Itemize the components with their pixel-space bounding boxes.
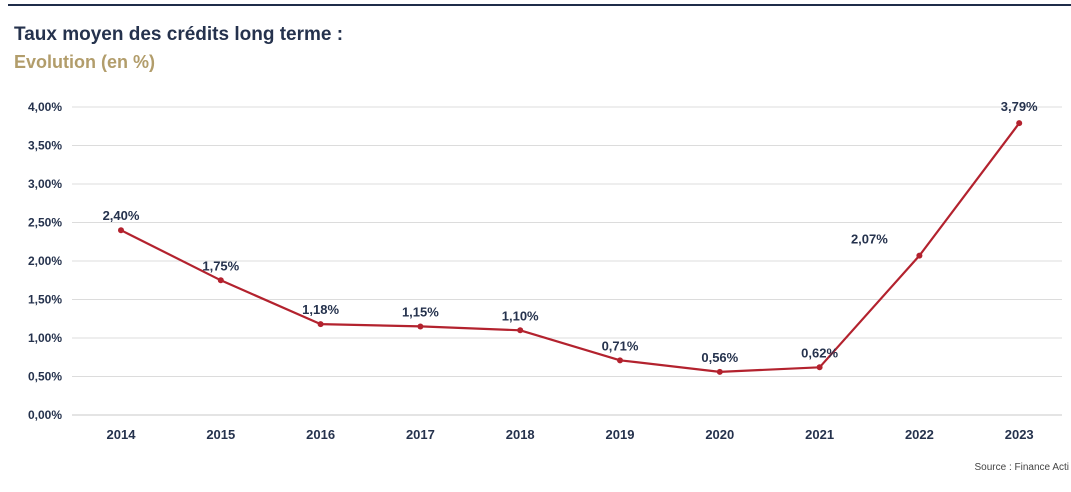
x-tick-label: 2014 <box>107 427 137 442</box>
x-tick-label: 2020 <box>705 427 734 442</box>
data-point <box>417 323 424 330</box>
x-tick-label: 2019 <box>606 427 635 442</box>
data-point <box>217 277 224 284</box>
x-axis-ticks: 2014 2015 2016 2017 2018 2019 2020 2021 2022 2023 <box>107 427 1034 442</box>
data-label: 1,75% <box>202 258 239 273</box>
data-point <box>317 321 324 328</box>
y-tick-label: 2,00% <box>28 254 62 268</box>
series-line <box>120 122 1021 373</box>
data-label: 1,15% <box>402 304 439 319</box>
x-tick-label: 2016 <box>306 427 335 442</box>
source-note: Source : Finance Acti <box>974 462 1070 473</box>
data-label: 0,56% <box>701 350 738 365</box>
data-label: 2,40% <box>103 208 140 223</box>
data-point <box>118 227 124 234</box>
y-tick-label: 4,00% <box>28 100 62 114</box>
y-tick-label: 2,50% <box>28 216 62 230</box>
data-labels: 2,40% 1,75% 1,18% 1,15% 1,10% 0,71% 0,56% 0,62%… <box>103 99 1039 365</box>
data-label: 2,07% <box>851 232 888 247</box>
data-point <box>716 368 723 375</box>
data-point <box>916 252 923 259</box>
x-tick-label: 2022 <box>905 427 934 442</box>
x-tick-label: 2018 <box>506 427 535 442</box>
y-tick-label: 0,00% <box>28 408 62 422</box>
data-point <box>1016 120 1023 127</box>
data-label: 0,62% <box>801 345 838 360</box>
y-tick-label: 3,50% <box>28 139 62 153</box>
series <box>118 120 1023 375</box>
y-tick-label: 1,00% <box>28 331 62 345</box>
data-label: 0,71% <box>602 338 639 353</box>
x-tick-label: 2017 <box>406 427 435 442</box>
y-tick-label: 0,50% <box>28 370 62 384</box>
data-point <box>517 327 524 334</box>
data-label: 1,10% <box>502 308 539 323</box>
y-axis-ticks: 0,00% 0,50% 1,00% 1,50% 2,00% 2,50% 3,00% 3,50%… <box>28 100 62 422</box>
gridlines <box>72 106 1062 416</box>
x-tick-label: 2015 <box>206 427 235 442</box>
x-tick-label: 2021 <box>805 427 834 442</box>
top-rule <box>8 4 1071 6</box>
chart-title: Taux moyen des crédits long terme : <box>14 24 344 45</box>
data-point <box>816 364 823 371</box>
data-point <box>617 357 623 364</box>
data-label: 1,18% <box>302 302 339 317</box>
y-tick-label: 3,00% <box>28 177 62 191</box>
data-label: 3,79% <box>1001 99 1038 114</box>
chart-subtitle: Evolution (en %) <box>14 52 155 72</box>
y-tick-label: 1,50% <box>28 293 62 307</box>
x-tick-label: 2023 <box>1005 427 1034 442</box>
